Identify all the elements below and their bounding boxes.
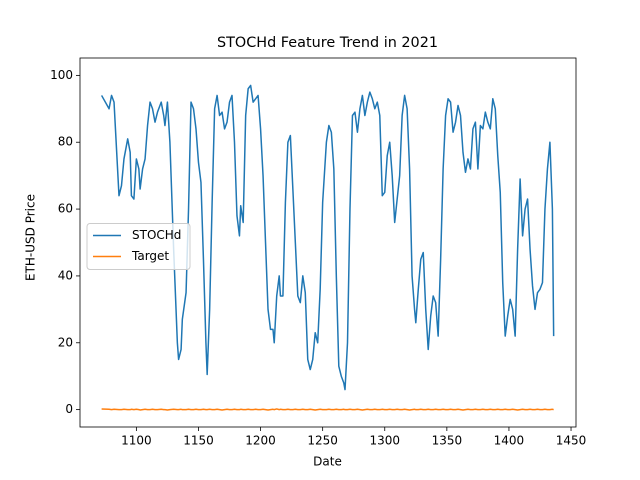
x-tick-label: 1250	[307, 434, 338, 448]
y-tick-label: 0	[65, 402, 73, 416]
y-tick-label: 20	[58, 335, 73, 349]
x-tick-label: 1450	[556, 434, 587, 448]
legend: STOCHd Target	[86, 223, 191, 270]
x-tick-label: 1300	[369, 434, 400, 448]
y-tick-label: 60	[58, 202, 73, 216]
series-line	[101, 408, 554, 411]
x-tick-label: 1400	[494, 434, 525, 448]
x-tick-label: 1350	[432, 434, 463, 448]
legend-label: Target	[131, 249, 169, 263]
legend-label: STOCHd	[132, 228, 181, 242]
y-axis-label: ETH-USD Price	[24, 194, 38, 281]
chart-title: STOCHd Feature Trend in 2021	[217, 35, 438, 51]
x-axis-label: Date	[313, 455, 342, 469]
x-tick-label: 1100	[121, 434, 152, 448]
y-tick-label: 80	[58, 135, 73, 149]
x-tick-label: 1150	[183, 434, 214, 448]
y-tick-label: 100	[50, 68, 73, 82]
x-tick-label: 1200	[245, 434, 276, 448]
series-line	[100, 84, 555, 391]
y-tick-label: 40	[58, 268, 73, 282]
plot-frame	[79, 57, 577, 428]
